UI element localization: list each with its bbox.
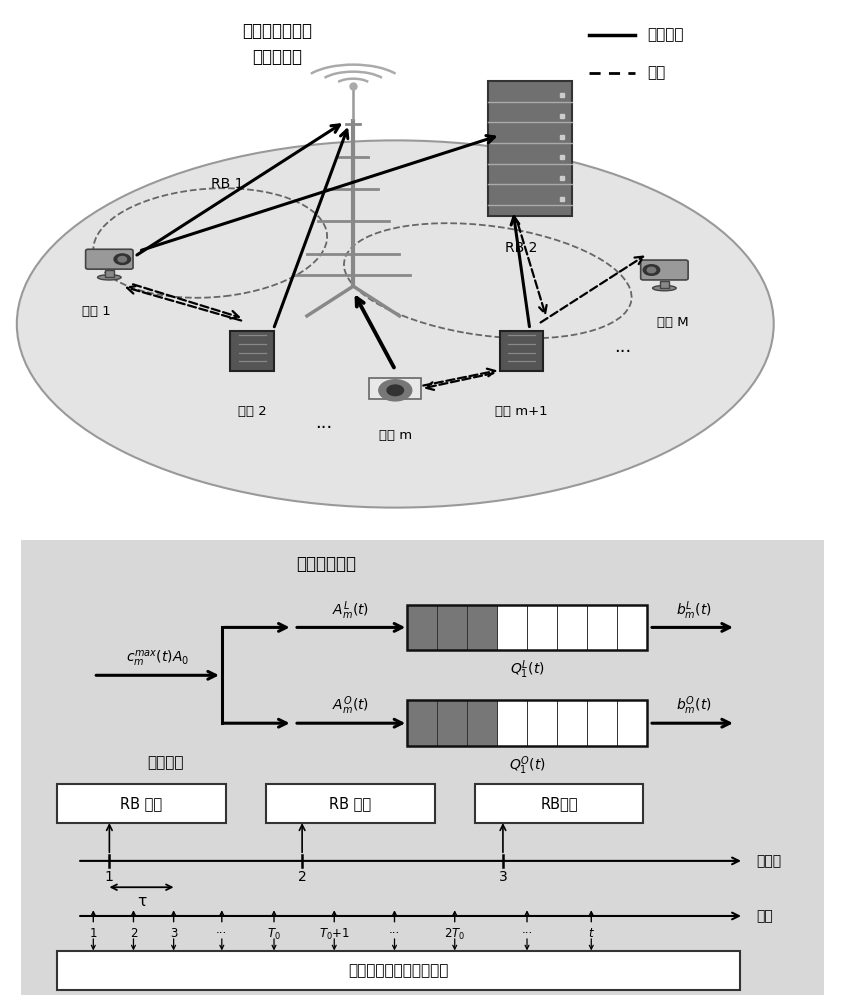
Text: $T_0$: $T_0$ [267,927,281,942]
Bar [436,700,467,746]
FancyBboxPatch shape [369,378,421,399]
Text: $Q_1^O(t)$: $Q_1^O(t)$ [509,755,546,777]
FancyBboxPatch shape [57,784,226,823]
Text: $c_m^{max}(t)A_0$: $c_m^{max}(t)A_0$ [126,649,189,669]
Bar [497,700,527,746]
Text: $b_m^O(t)$: $b_m^O(t)$ [676,695,712,717]
Text: $Q_1^L(t)$: $Q_1^L(t)$ [510,659,544,681]
Text: ···: ··· [389,927,400,940]
Circle shape [378,380,412,401]
Bar [104,270,114,277]
Text: RB 2: RB 2 [505,241,537,255]
Circle shape [114,254,130,264]
Circle shape [643,265,659,275]
FancyBboxPatch shape [230,331,274,371]
Text: RB 1: RB 1 [211,177,243,191]
Circle shape [648,267,656,273]
Bar [467,700,497,746]
Bar [617,605,648,650]
Text: $A_m^L(t)$: $A_m^L(t)$ [331,599,369,622]
Bar [406,700,436,746]
Text: τ: τ [137,894,146,909]
Bar [527,700,557,746]
FancyBboxPatch shape [488,81,572,216]
Bar [527,605,557,650]
Text: 2: 2 [130,927,137,940]
Text: 卸载任务: 卸载任务 [147,756,184,771]
Text: 任务划分与计算资源分配: 任务划分与计算资源分配 [348,963,449,978]
FancyBboxPatch shape [57,951,740,990]
Bar [587,700,617,746]
Bar [436,605,467,650]
Text: 设备 M: 设备 M [657,316,689,329]
Ellipse shape [653,285,676,291]
Text: 设备 m: 设备 m [378,429,412,442]
FancyBboxPatch shape [500,331,543,371]
Text: 时隙: 时隙 [756,909,773,923]
FancyBboxPatch shape [475,784,643,823]
Bar [467,605,497,650]
Text: 3: 3 [170,927,177,940]
Text: 配备有边缘计算
功能的基站: 配备有边缘计算 功能的基站 [242,22,313,66]
FancyBboxPatch shape [9,533,836,1000]
Text: $T_0$+1: $T_0$+1 [319,927,350,942]
Text: 1: 1 [105,870,114,884]
Text: 1: 1 [89,927,97,940]
Text: 干扰: 干扰 [648,65,666,80]
Ellipse shape [17,140,774,508]
Ellipse shape [98,275,121,280]
Text: RB 分配: RB 分配 [120,796,162,811]
Bar [497,605,527,650]
FancyBboxPatch shape [641,260,688,280]
Text: RB分配: RB分配 [541,796,578,811]
Text: 时间段: 时间段 [756,854,781,868]
Text: $b_m^L(t)$: $b_m^L(t)$ [676,599,712,622]
Text: ···: ··· [216,927,227,940]
Bar [557,605,587,650]
Text: 本地任务处理: 本地任务处理 [296,555,357,573]
Circle shape [118,256,126,262]
Text: ···: ··· [614,343,631,361]
Circle shape [387,385,404,396]
Bar [406,605,648,650]
Bar [406,605,436,650]
Text: ···: ··· [315,418,332,436]
Text: 设备 2: 设备 2 [238,405,267,418]
Bar [659,281,669,288]
Bar [406,700,648,746]
Text: 上行传输: 上行传输 [648,28,684,43]
Text: 2: 2 [298,870,306,884]
Bar [617,700,648,746]
Bar [557,700,587,746]
Bar [587,605,617,650]
FancyBboxPatch shape [266,784,435,823]
Text: $A_m^O(t)$: $A_m^O(t)$ [331,695,369,717]
Text: 3: 3 [499,870,507,884]
Text: 设备 m+1: 设备 m+1 [495,405,547,418]
Text: RB 分配: RB 分配 [330,796,372,811]
Text: ···: ··· [521,927,532,940]
FancyBboxPatch shape [86,249,133,269]
Text: $t$: $t$ [588,927,595,940]
Text: 设备 1: 设备 1 [82,305,111,318]
Text: $2T_0$: $2T_0$ [444,927,465,942]
